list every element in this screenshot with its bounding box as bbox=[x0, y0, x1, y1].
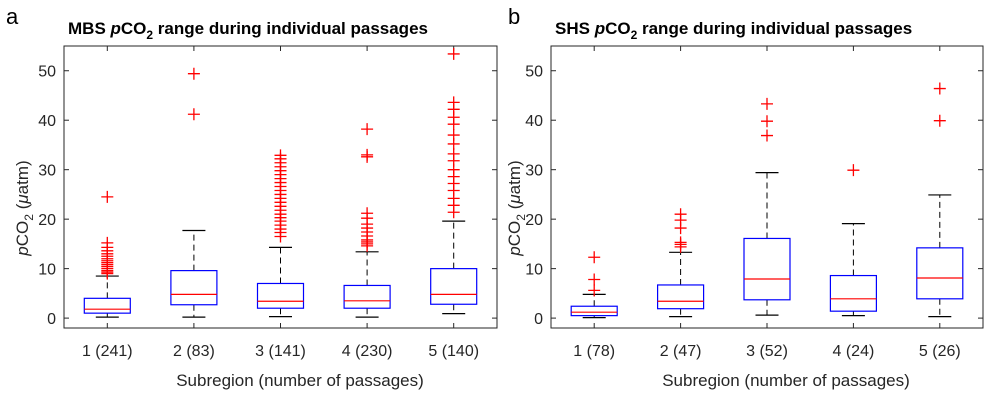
ylabel-mu: μ bbox=[505, 194, 524, 205]
outlier-marker bbox=[761, 129, 773, 142]
title-co: CO bbox=[605, 19, 631, 38]
x-tick-label: 5 (140) bbox=[428, 343, 479, 360]
outlier-marker bbox=[761, 115, 773, 128]
box-group bbox=[916, 82, 964, 318]
box-group bbox=[430, 47, 478, 315]
y-tick-label: 30 bbox=[38, 163, 56, 180]
outlier-marker bbox=[933, 82, 946, 95]
ylabel-italic-p: p bbox=[505, 246, 524, 256]
title-italic-p: p bbox=[594, 19, 605, 38]
outlier-marker bbox=[361, 207, 374, 220]
outlier-marker bbox=[588, 273, 601, 286]
iqr-box bbox=[916, 247, 964, 300]
y-tick-label: 40 bbox=[38, 113, 56, 130]
box-group bbox=[743, 97, 791, 316]
title-prefix: MBS bbox=[68, 19, 111, 38]
iqr-box bbox=[430, 268, 478, 305]
box-group bbox=[343, 123, 391, 318]
outlier-marker bbox=[847, 164, 860, 177]
chart-title-a: MBS pCO2 range during individual passage… bbox=[68, 19, 428, 42]
ylabel-co: CO bbox=[505, 221, 524, 247]
y-tick-label: 50 bbox=[38, 64, 56, 81]
y-tick-label: 0 bbox=[534, 311, 543, 328]
box-group bbox=[256, 149, 305, 318]
ylabel-mu: μ bbox=[13, 194, 32, 205]
iqr-box bbox=[570, 305, 618, 317]
outlier-marker bbox=[447, 96, 460, 109]
outlier-marker bbox=[361, 123, 374, 136]
box-group bbox=[570, 251, 618, 319]
panel-a: a MBS pCO2 range during individual passa… bbox=[6, 4, 498, 390]
iqr-box bbox=[343, 284, 391, 309]
plot-area-b: 0 10 20 30 40 50 1 (78) 2 (47) 3 (52) 4 (24) 5 (26… bbox=[525, 45, 984, 360]
title-subscript: 2 bbox=[146, 28, 153, 42]
box-group bbox=[829, 164, 878, 317]
iqr-box bbox=[829, 274, 878, 312]
iqr-box bbox=[170, 270, 218, 306]
outlier-marker bbox=[674, 208, 687, 221]
title-subscript: 2 bbox=[631, 28, 638, 42]
y-axis-label-a: pCO2 (μatm) bbox=[13, 160, 36, 256]
ylabel-open: ( bbox=[13, 203, 32, 214]
outlier-marker bbox=[674, 236, 687, 249]
x-tick-label: 2 (47) bbox=[660, 343, 702, 360]
outlier-marker bbox=[933, 114, 946, 127]
ylabel-italic-p: p bbox=[13, 246, 32, 256]
panel-letter-a: a bbox=[6, 4, 19, 29]
title-co: CO bbox=[121, 19, 147, 38]
box-group bbox=[83, 190, 131, 318]
outlier-marker bbox=[101, 236, 114, 249]
plot-area-a: 0 10 20 30 40 50 1 (241) 2 (83) 3 (141) 4 (230) 5 … bbox=[38, 45, 498, 360]
box-group bbox=[170, 67, 218, 318]
outlier-marker bbox=[447, 129, 460, 142]
box-group bbox=[656, 208, 705, 318]
outlier-marker bbox=[588, 251, 601, 264]
title-italic-p: p bbox=[110, 19, 121, 38]
x-tick-label: 3 (52) bbox=[746, 343, 788, 360]
x-tick-label: 2 (83) bbox=[173, 343, 215, 360]
y-tick-label: 20 bbox=[525, 212, 543, 229]
panel-letter-b: b bbox=[508, 4, 520, 29]
outlier-marker bbox=[187, 67, 200, 80]
y-tick-label: 40 bbox=[525, 113, 543, 130]
iqr-box bbox=[83, 297, 131, 314]
y-tick-label: 20 bbox=[38, 212, 56, 229]
outlier-marker bbox=[447, 47, 460, 60]
x-tick-label: 4 (24) bbox=[833, 343, 875, 360]
x-tick-label: 1 (241) bbox=[82, 343, 133, 360]
title-prefix: SHS bbox=[555, 19, 595, 38]
chart-title-b: SHS pCO2 range during individual passage… bbox=[555, 19, 912, 42]
x-axis-label-a: Subregion (number of passages) bbox=[176, 371, 424, 390]
title-suffix: range during individual passages bbox=[153, 19, 428, 38]
y-tick-label: 30 bbox=[525, 163, 543, 180]
ylabel-subscript: 2 bbox=[22, 214, 36, 221]
ylabel-unit: atm) bbox=[505, 160, 524, 194]
outlier-marker bbox=[187, 108, 200, 121]
x-tick-label: 5 (26) bbox=[919, 343, 961, 360]
iqr-box bbox=[256, 282, 305, 309]
y-tick-label: 10 bbox=[525, 262, 543, 279]
y-tick-label: 50 bbox=[525, 64, 543, 81]
ylabel-open: ( bbox=[505, 203, 524, 214]
panel-b: b SHS pCO2 range during individual passa… bbox=[505, 4, 984, 390]
title-suffix: range during individual passages bbox=[637, 19, 912, 38]
x-axis-label-b: Subregion (number of passages) bbox=[662, 371, 910, 390]
ylabel-subscript: 2 bbox=[514, 214, 528, 221]
y-tick-label: 10 bbox=[38, 262, 56, 279]
outlier-marker bbox=[761, 97, 773, 110]
ylabel-unit: atm) bbox=[13, 160, 32, 194]
outlier-marker bbox=[588, 284, 601, 297]
y-axis-label-b: pCO2 (μatm) bbox=[505, 160, 528, 256]
outlier-marker bbox=[361, 148, 374, 161]
ylabel-co: CO bbox=[13, 221, 32, 247]
y-tick-label: 0 bbox=[47, 311, 56, 328]
iqr-box bbox=[743, 237, 791, 301]
outlier-marker bbox=[101, 190, 114, 203]
x-tick-label: 1 (78) bbox=[573, 343, 615, 360]
iqr-box bbox=[656, 284, 705, 310]
x-tick-label: 4 (230) bbox=[342, 343, 393, 360]
outlier-marker bbox=[274, 149, 287, 162]
x-tick-label: 3 (141) bbox=[255, 343, 306, 360]
